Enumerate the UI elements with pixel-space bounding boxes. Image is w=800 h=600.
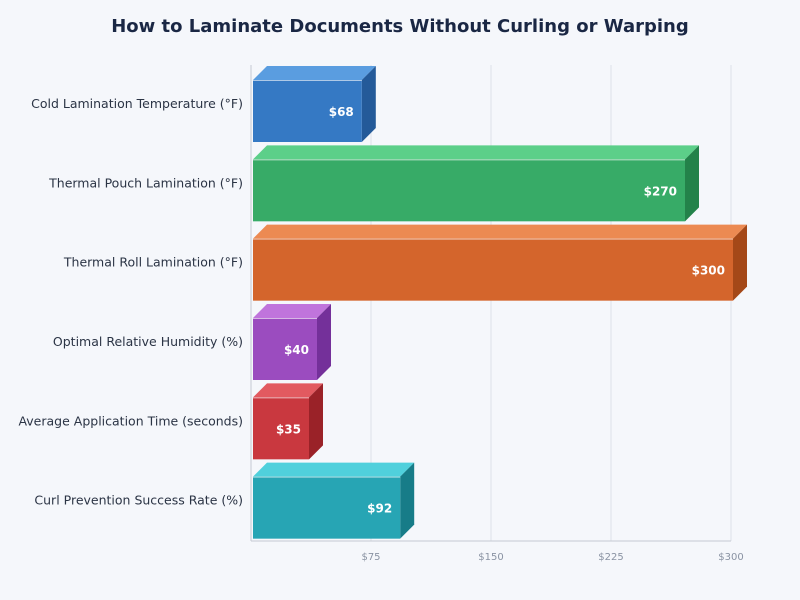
bar [253, 397, 309, 460]
bar-top-face [253, 304, 331, 318]
bar [253, 80, 362, 142]
bar-top-face [253, 224, 747, 239]
bar [253, 476, 401, 539]
bar-side-face [400, 462, 415, 539]
y-category-label: Optimal Relative Humidity (%) [53, 334, 243, 349]
bar-top-face [253, 66, 376, 80]
data-label: $300 [692, 264, 725, 278]
bar-top-face [253, 462, 415, 477]
data-label: $92 [367, 502, 392, 516]
bar [253, 159, 685, 222]
bar-side-face [685, 145, 699, 222]
y-category-label: Thermal Pouch Lamination (°F) [48, 175, 243, 190]
bar [253, 318, 317, 380]
data-label: $35 [276, 422, 301, 436]
data-label: $68 [329, 105, 354, 119]
y-category-label: Average Application Time (seconds) [18, 413, 243, 428]
x-tick-label: $225 [598, 552, 623, 563]
x-tick-label: $75 [361, 552, 380, 563]
bar-side-face [309, 383, 323, 460]
y-category-label: Thermal Roll Lamination (°F) [63, 255, 243, 270]
bar [253, 238, 733, 301]
x-tick-label: $300 [718, 552, 743, 563]
bar-side-face [361, 66, 376, 142]
bar-side-face [317, 304, 331, 380]
bar-side-face [733, 224, 747, 301]
bar-top-face [253, 383, 323, 398]
chart-title: How to Laminate Documents Without Curlin… [111, 16, 689, 37]
y-category-label: Curl Prevention Success Rate (%) [34, 493, 243, 508]
y-category-label: Cold Lamination Temperature (°F) [31, 96, 243, 111]
x-tick-label: $150 [478, 552, 503, 563]
data-label: $270 [644, 184, 677, 198]
bar-top-face [253, 145, 699, 160]
data-label: $40 [284, 343, 309, 357]
